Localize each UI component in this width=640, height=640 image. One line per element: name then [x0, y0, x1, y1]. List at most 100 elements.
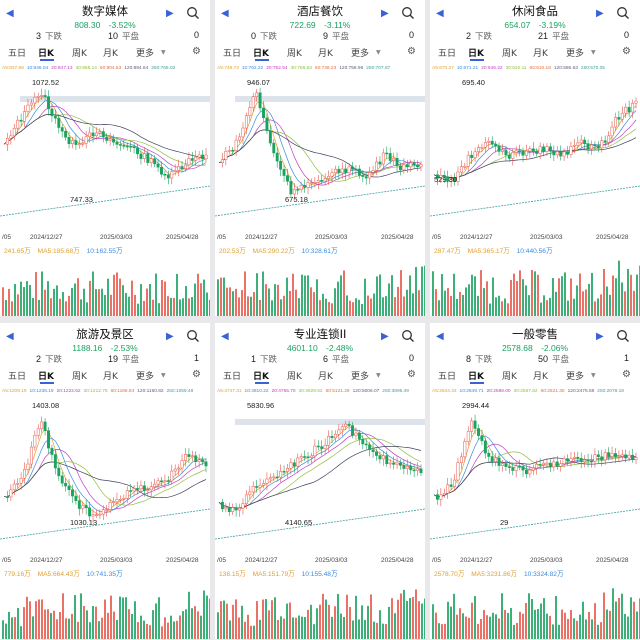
candle-body	[416, 468, 420, 471]
chevron-down-icon[interactable]: ▼	[591, 49, 596, 56]
volume-chart[interactable]	[430, 579, 640, 639]
volume-bar	[256, 601, 258, 639]
search-icon[interactable]	[186, 329, 200, 343]
sector-name: 休闲食品	[512, 4, 558, 18]
ma-value: 250:1059.48	[166, 389, 194, 394]
volume-bar	[540, 603, 542, 639]
tab-period[interactable]: 日K	[468, 372, 484, 382]
prev-arrow-icon[interactable]: ◀	[221, 331, 229, 342]
prev-arrow-icon[interactable]: ◀	[6, 8, 14, 19]
next-arrow-icon[interactable]: ▶	[596, 331, 604, 342]
gear-icon[interactable]: ⚙	[622, 369, 631, 380]
candle-body	[220, 501, 224, 510]
tab-period[interactable]: 周K	[502, 372, 517, 382]
next-arrow-icon[interactable]: ▶	[596, 8, 604, 19]
volume-bar	[89, 622, 91, 639]
tab-period[interactable]: 更多	[566, 372, 585, 382]
tab-period[interactable]: 月K	[318, 49, 333, 59]
candle-body	[98, 131, 102, 134]
gear-icon[interactable]: ⚙	[407, 46, 416, 57]
next-arrow-icon[interactable]: ▶	[166, 8, 174, 19]
tab-period[interactable]: 周K	[72, 372, 87, 382]
tab-period[interactable]: 日K	[38, 372, 54, 382]
tab-period[interactable]: 更多	[136, 372, 155, 382]
low-price-label: 675.18	[285, 195, 308, 204]
prev-arrow-icon[interactable]: ◀	[6, 331, 14, 342]
search-icon[interactable]	[401, 6, 415, 20]
active-tab-indicator	[255, 59, 269, 61]
chevron-down-icon[interactable]: ▼	[161, 372, 166, 379]
gear-icon[interactable]: ⚙	[192, 369, 201, 380]
next-arrow-icon[interactable]: ▶	[381, 8, 389, 19]
tab-period[interactable]: 五日	[438, 49, 457, 59]
volume-bar	[480, 270, 482, 316]
candle-body	[357, 432, 361, 440]
search-icon[interactable]	[186, 6, 200, 20]
candle-body	[453, 479, 456, 487]
tab-period[interactable]: 日K	[253, 372, 269, 382]
volume-chart[interactable]	[215, 579, 425, 639]
prev-arrow-icon[interactable]: ◀	[436, 8, 444, 19]
tab-period[interactable]: 周K	[72, 49, 87, 59]
candle-body	[272, 476, 276, 479]
volume-chart[interactable]	[430, 256, 640, 316]
volume-bar	[137, 622, 139, 639]
candle-body	[180, 166, 184, 169]
gear-icon[interactable]: ⚙	[407, 369, 416, 380]
moving-average-line	[218, 429, 422, 509]
tab-period[interactable]: 日K	[253, 49, 269, 59]
candlestick-chart[interactable]: 946.07 675.18	[215, 76, 425, 232]
gear-icon[interactable]: ⚙	[192, 46, 201, 57]
volume-chart[interactable]	[215, 256, 425, 316]
volume-chart[interactable]	[0, 256, 210, 316]
candle-body	[220, 159, 224, 164]
tab-period[interactable]: 月K	[318, 372, 333, 382]
chevron-down-icon[interactable]: ▼	[161, 49, 166, 56]
prev-arrow-icon[interactable]: ◀	[436, 331, 444, 342]
volume-bar	[265, 284, 267, 316]
index-price: 1188.16	[72, 343, 103, 353]
tab-period[interactable]: 更多	[566, 49, 585, 59]
tab-period[interactable]: 周K	[287, 372, 302, 382]
volume-bar	[277, 620, 279, 639]
volume-bar	[80, 299, 82, 316]
candle-body	[368, 444, 372, 450]
volume-bar	[152, 299, 154, 316]
tab-period[interactable]: 月K	[533, 372, 548, 382]
tab-period[interactable]: 月K	[103, 372, 118, 382]
chevron-down-icon[interactable]: ▼	[376, 372, 381, 379]
tab-period[interactable]: 周K	[502, 49, 517, 59]
candle-body	[631, 454, 635, 460]
tab-period[interactable]: 更多	[136, 49, 155, 59]
tab-period[interactable]: 五日	[223, 372, 242, 382]
tab-period[interactable]: 月K	[533, 49, 548, 59]
down-stat: 1 下跌	[251, 353, 277, 365]
candlestick-chart[interactable]: 5830.96 4140.65	[215, 399, 425, 555]
tab-period[interactable]: 日K	[468, 49, 484, 59]
volume-chart[interactable]	[0, 579, 210, 639]
candlestick-chart[interactable]: 1403.08 1030.13	[0, 399, 210, 555]
tab-period[interactable]: 五日	[438, 372, 457, 382]
search-icon[interactable]	[616, 329, 630, 343]
gear-icon[interactable]: ⚙	[622, 46, 631, 57]
search-icon[interactable]	[616, 6, 630, 20]
search-icon[interactable]	[401, 329, 415, 343]
ma250-line	[0, 185, 210, 217]
tab-period[interactable]: 月K	[103, 49, 118, 59]
next-arrow-icon[interactable]: ▶	[166, 331, 174, 342]
tab-period[interactable]: 周K	[287, 49, 302, 59]
tab-period[interactable]: 五日	[8, 372, 27, 382]
tab-period[interactable]: 日K	[38, 49, 54, 59]
prev-arrow-icon[interactable]: ◀	[221, 8, 229, 19]
tab-period[interactable]: 更多	[351, 372, 370, 382]
tab-period[interactable]: 五日	[223, 49, 242, 59]
candle-body	[600, 456, 604, 461]
chevron-down-icon[interactable]: ▼	[591, 372, 596, 379]
next-arrow-icon[interactable]: ▶	[381, 331, 389, 342]
candlestick-chart[interactable]: 2994.44 29	[430, 399, 640, 555]
candlestick-chart[interactable]: 1072.52 747.33	[0, 76, 210, 232]
candlestick-chart[interactable]: 695.40 529.30	[430, 76, 640, 232]
tab-period[interactable]: 五日	[8, 49, 27, 59]
chevron-down-icon[interactable]: ▼	[376, 49, 381, 56]
tab-period[interactable]: 更多	[351, 49, 370, 59]
